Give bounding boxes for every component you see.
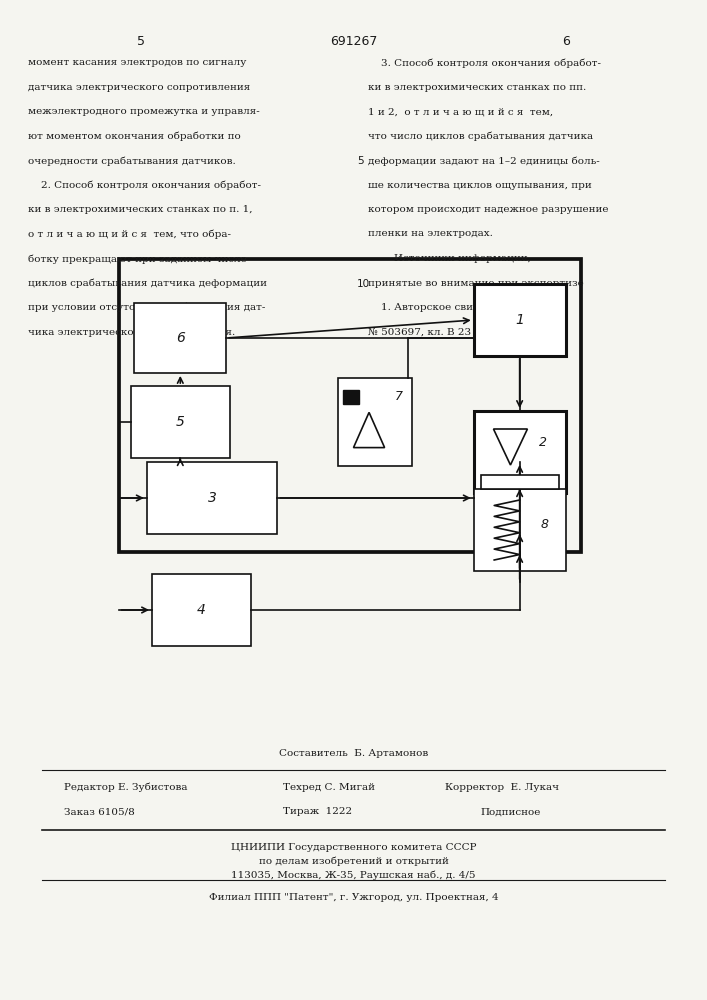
- Text: Корректор  Е. Лукач: Корректор Е. Лукач: [445, 782, 559, 792]
- Text: ки в электрохимических станках по пп.: ки в электрохимических станках по пп.: [368, 83, 586, 92]
- Bar: [119, 259, 581, 552]
- Text: 7: 7: [395, 390, 402, 403]
- Bar: [474, 489, 566, 571]
- Text: № 503697, кл. В 23 Р 1/14, 1973.: № 503697, кл. В 23 Р 1/14, 1973.: [368, 328, 544, 337]
- Text: Тираж  1222: Тираж 1222: [283, 808, 352, 816]
- Text: пленки на электродах.: пленки на электродах.: [368, 230, 493, 238]
- Text: межэлектродного промежутка и управля-: межэлектродного промежутка и управля-: [28, 107, 260, 116]
- Text: 6: 6: [561, 35, 570, 48]
- Text: Филиал ППП "Патент", г. Ужгород, ул. Проектная, 4: Филиал ППП "Патент", г. Ужгород, ул. Про…: [209, 894, 498, 902]
- Text: Техред С. Мигай: Техред С. Мигай: [283, 782, 375, 792]
- Text: деформации задают на 1–2 единицы боль-: деформации задают на 1–2 единицы боль-: [368, 156, 600, 165]
- Text: датчика электрического сопротивления: датчика электрического сопротивления: [28, 83, 250, 92]
- Text: 2. Способ контроля окончания обработ-: 2. Способ контроля окончания обработ-: [28, 181, 262, 190]
- Text: 691267: 691267: [329, 35, 378, 48]
- Text: Подписное: Подписное: [481, 808, 541, 816]
- Text: о т л и ч а ю щ и й с я  тем, что обра-: о т л и ч а ю щ и й с я тем, что обра-: [28, 230, 231, 239]
- Text: 3: 3: [208, 491, 216, 505]
- Text: ботку прекращают при заданном числе: ботку прекращают при заданном числе: [28, 254, 247, 263]
- Text: ЦНИИПИ Государственного комитета СССР: ЦНИИПИ Государственного комитета СССР: [230, 842, 477, 852]
- Text: 8: 8: [541, 518, 549, 532]
- Text: 1 и 2,  о т л и ч а ю щ и й с я  тем,: 1 и 2, о т л и ч а ю щ и й с я тем,: [368, 107, 553, 116]
- Text: котором происходит надежное разрушение: котором происходит надежное разрушение: [368, 205, 608, 214]
- Text: 6: 6: [176, 331, 185, 345]
- Bar: [338, 378, 411, 466]
- Bar: [134, 303, 226, 373]
- Text: 5: 5: [357, 156, 363, 166]
- Text: циклов срабатывания датчика деформации: циклов срабатывания датчика деформации: [28, 279, 267, 288]
- Bar: [474, 284, 566, 356]
- Text: 1. Авторское свидетельство СССР: 1. Авторское свидетельство СССР: [368, 303, 567, 312]
- Text: по делам изобретений и открытий: по делам изобретений и открытий: [259, 856, 448, 866]
- Text: момент касания электродов по сигналу: момент касания электродов по сигналу: [28, 58, 247, 67]
- Text: Источники информации,: Источники информации,: [368, 254, 530, 263]
- Bar: [146, 462, 277, 534]
- Bar: [474, 411, 566, 493]
- Text: ют моментом окончания обработки по: ют моментом окончания обработки по: [28, 132, 241, 141]
- Text: 2: 2: [539, 436, 547, 448]
- Text: 10: 10: [357, 279, 370, 289]
- Text: принятые во внимание при экспертизе: принятые во внимание при экспертизе: [368, 279, 583, 288]
- Bar: [481, 475, 559, 489]
- Text: что число циклов срабатывания датчика: что число циклов срабатывания датчика: [368, 132, 592, 141]
- Text: очередности срабатывания датчиков.: очередности срабатывания датчиков.: [28, 156, 236, 165]
- Text: при условии отсутствия срабатывания дат-: при условии отсутствия срабатывания дат-: [28, 303, 266, 312]
- Text: 1: 1: [515, 313, 524, 327]
- Text: чика электрического сопротивления.: чика электрического сопротивления.: [28, 328, 235, 337]
- Text: 113035, Москва, Ж-35, Раушская наб., д. 4/5: 113035, Москва, Ж-35, Раушская наб., д. …: [231, 870, 476, 880]
- Text: 4: 4: [197, 603, 206, 617]
- Text: Редактор Е. Зубистова: Редактор Е. Зубистова: [64, 782, 187, 792]
- Bar: [152, 574, 251, 646]
- Bar: [131, 386, 230, 458]
- Text: 3. Способ контроля окончания обработ-: 3. Способ контроля окончания обработ-: [368, 58, 601, 68]
- Text: ки в электрохимических станках по п. 1,: ки в электрохимических станках по п. 1,: [28, 205, 253, 214]
- Text: Заказ 6105/8: Заказ 6105/8: [64, 808, 134, 816]
- Text: 5: 5: [137, 35, 146, 48]
- Text: ше количества циклов ощупывания, при: ше количества циклов ощупывания, при: [368, 181, 591, 190]
- Text: Составитель  Б. Артамонов: Составитель Б. Артамонов: [279, 748, 428, 758]
- Text: 5: 5: [176, 415, 185, 429]
- Bar: [344, 390, 359, 404]
